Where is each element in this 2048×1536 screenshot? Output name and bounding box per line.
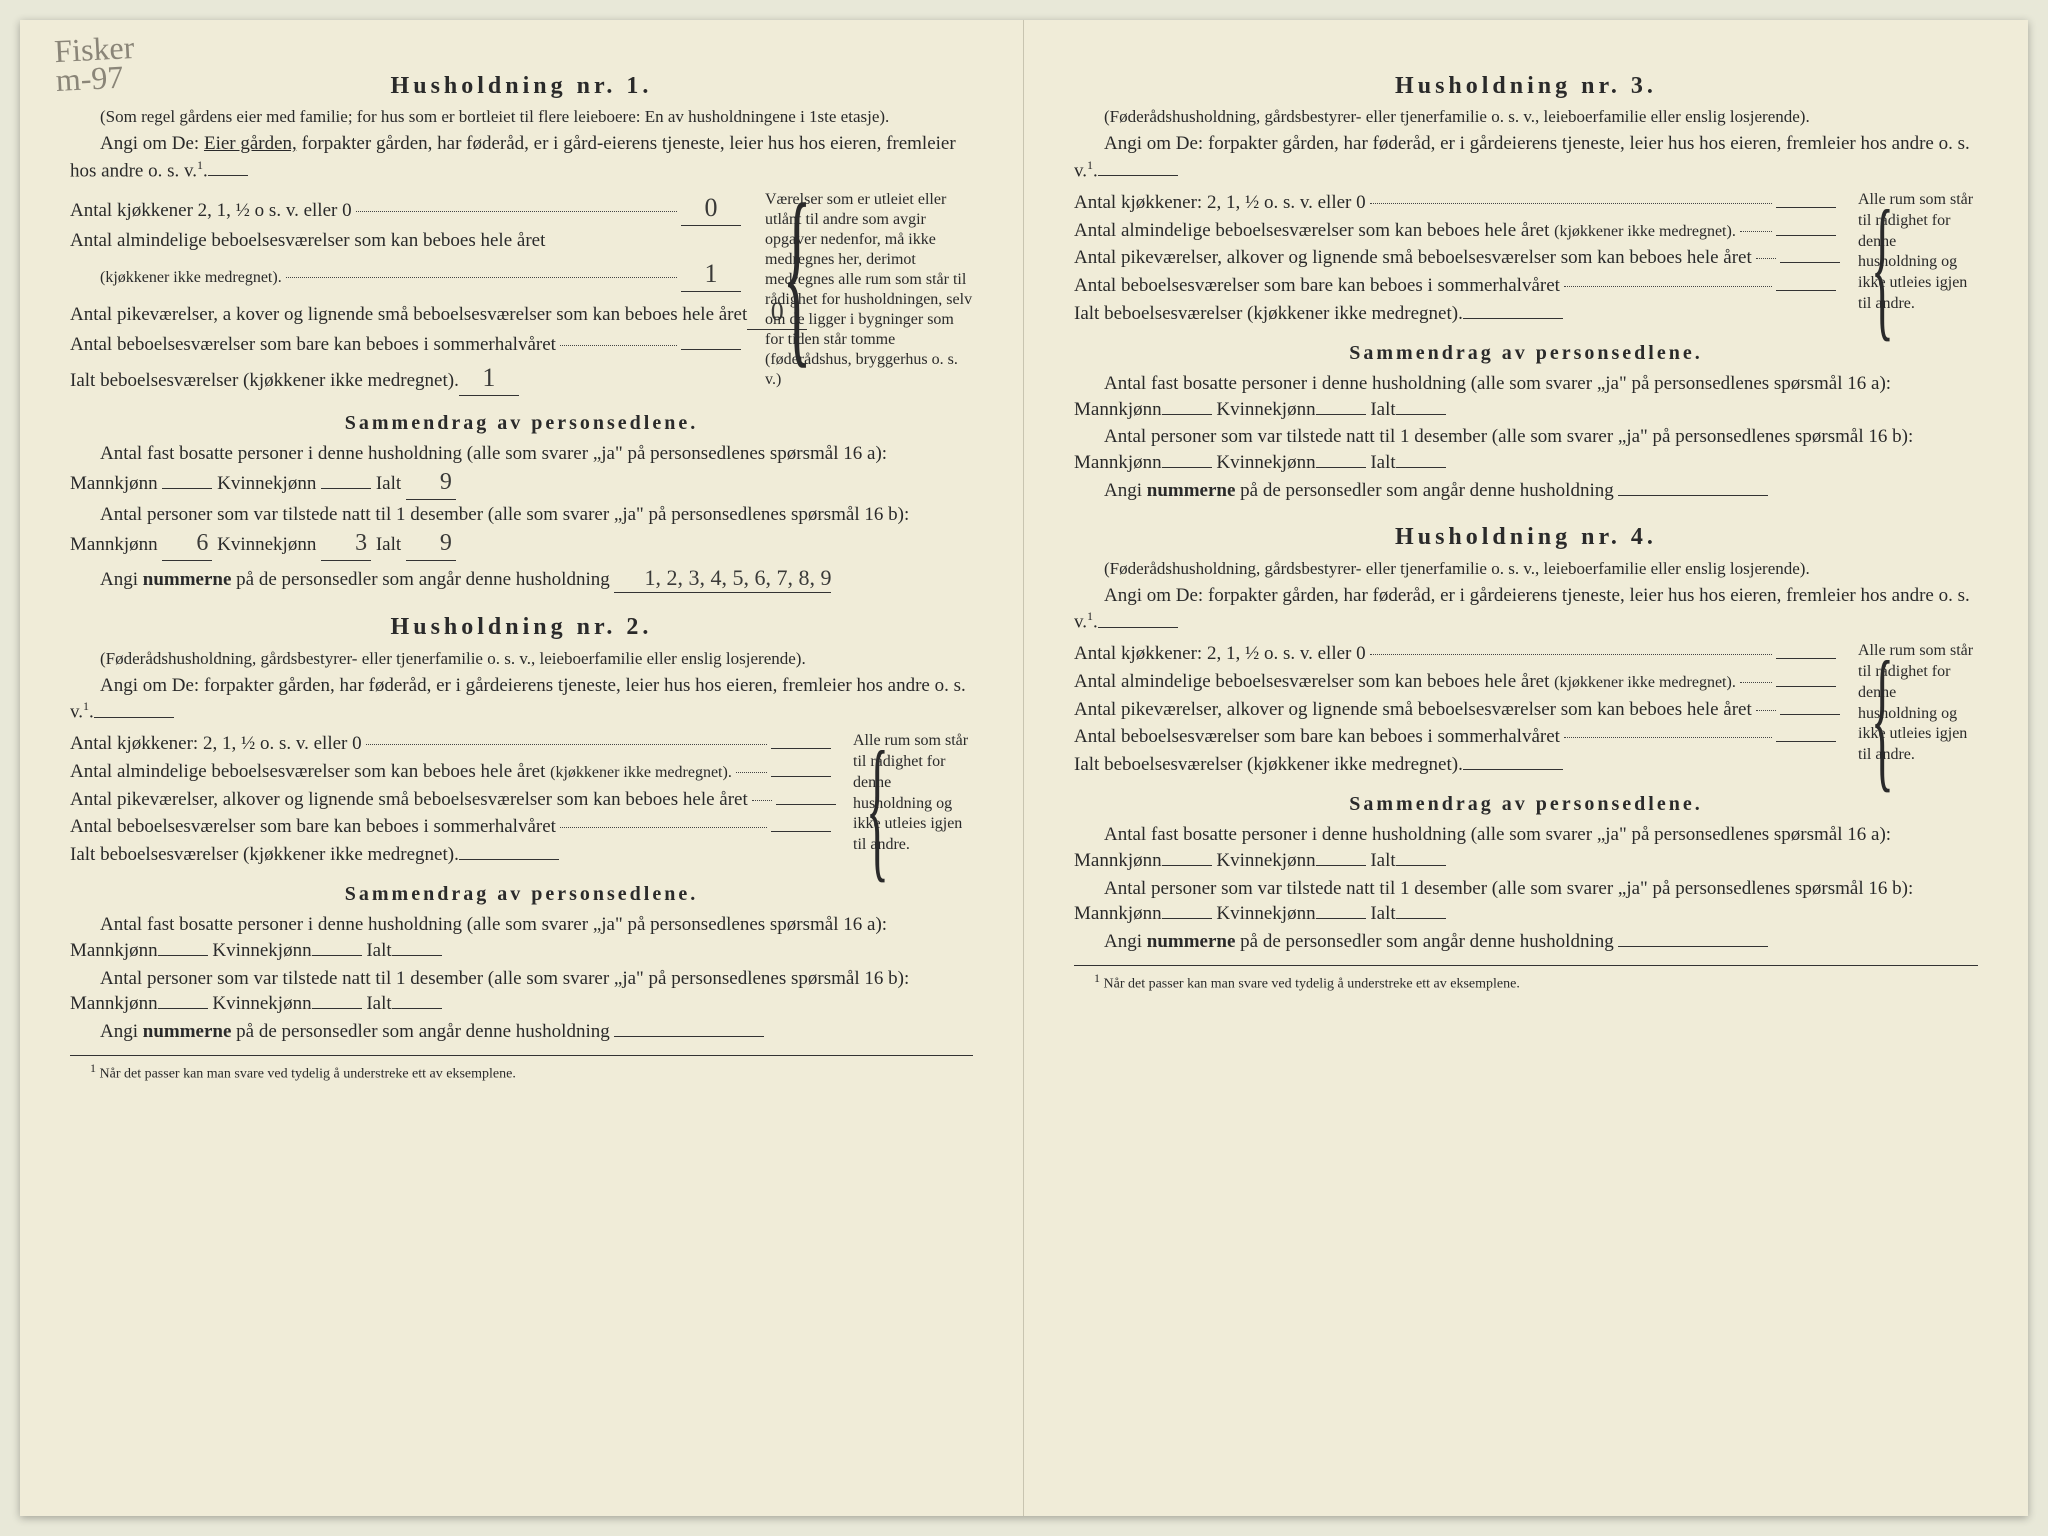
q-smallrooms: Antal pikeværelser, a kover og lignende …: [70, 302, 747, 328]
sum-b-ialt: 9: [406, 527, 456, 560]
v: [459, 859, 559, 860]
q-summer: Antal beboelsesværelser som bare kan beb…: [70, 814, 556, 840]
hh1-intro: (Som regel gårdens eier med familie; for…: [70, 106, 973, 129]
hh4-nummerne: Angi nummerne på de personsedler som ang…: [1074, 929, 1978, 955]
footnote-left: 1 Når det passer kan man svare ved tydel…: [70, 1055, 973, 1085]
hh4-title: Husholdning nr. 4.: [1074, 521, 1978, 553]
brace-icon: {: [1871, 641, 1894, 793]
hh4-angi: Angi om De: forpakter gården, har føderå…: [1074, 583, 1978, 636]
q-kitchens: Antal kjøkkener: 2, 1, ½ o. s. v. eller …: [1074, 190, 1366, 216]
angi-prefix: Angi om De:: [100, 133, 199, 154]
hh3-nummerne: Angi nummerne på de personsedler som ang…: [1074, 478, 1978, 504]
q-summer: Antal beboelsesværelser som bare kan beb…: [70, 332, 556, 358]
hh2-nummerne: Angi nummerne på de personsedler som ang…: [70, 1019, 973, 1045]
hh4-form: Antal kjøkkener: 2, 1, ½ o. s. v. eller …: [1074, 641, 1978, 779]
hh4-sidenote: { Alle rum som står til rådighet for den…: [1848, 641, 1978, 779]
hh2-left: Antal kjøkkener: 2, 1, ½ o. s. v. eller …: [70, 731, 831, 869]
document-spread: Fisker m-97 Husholdning nr. 1. (Som rege…: [20, 20, 2028, 1516]
hh1-angi: Angi om De: Eier gården, forpakter gårde…: [70, 131, 973, 184]
v: [771, 831, 831, 832]
q-summer: Antal beboelsesværelser som bare kan beb…: [1074, 273, 1560, 299]
hh2-sidenote: { Alle rum som står til rådighet for den…: [843, 731, 973, 869]
hh1-form: Antal kjøkkener 2, 1, ½ o s. v. eller 0 0…: [70, 190, 973, 398]
hh1-left: Antal kjøkkener 2, 1, ½ o s. v. eller 0 0…: [70, 190, 741, 398]
angi-fill: [94, 717, 174, 718]
footnote-ref: 1: [197, 158, 203, 172]
hh2-title: Husholdning nr. 2.: [70, 611, 973, 643]
hw-line2: m-97: [55, 62, 136, 95]
v-summer: [681, 349, 741, 350]
hh1-nummerne: Angi nummerne på de personsedler som ang…: [70, 563, 973, 594]
hh4-left: Antal kjøkkener: 2, 1, ½ o. s. v. eller …: [1074, 641, 1836, 779]
sum-a-k: [321, 488, 371, 489]
hh3-sum-b: Antal personer som var tilstede natt til…: [1074, 424, 1978, 475]
q-rooms: Antal almindelige beboelsesværelser som …: [1074, 669, 1736, 695]
q-kitchens: Antal kjøkkener: 2, 1, ½ o. s. v. eller …: [70, 731, 362, 757]
footnote-right: 1 Når det passer kan man svare ved tydel…: [1074, 965, 1978, 995]
hh1-sum-a: Antal fast bosatte personer i denne hush…: [70, 441, 973, 500]
q-total: Ialt beboelsesværelser (kjøkkener ikke m…: [1074, 301, 1463, 327]
hh3-summary-title: Sammendrag av personsedlene.: [1074, 340, 1978, 367]
hh3-form: Antal kjøkkener: 2, 1, ½ o. s. v. eller …: [1074, 190, 1978, 328]
hh1-title: Husholdning nr. 1.: [70, 70, 973, 102]
page-left: Fisker m-97 Husholdning nr. 1. (Som rege…: [20, 20, 1024, 1516]
hh3-title: Husholdning nr. 3.: [1074, 70, 1978, 102]
hh2-summary-title: Sammendrag av personsedlene.: [70, 881, 973, 908]
brace-icon: {: [783, 190, 812, 360]
q-smallrooms: Antal pikeværelser, alkover og lignende …: [1074, 245, 1752, 271]
nummerne-v: 1, 2, 3, 4, 5, 6, 7, 8, 9: [614, 563, 831, 594]
hh2-sum-b: Antal personer som var tilstede natt til…: [70, 966, 973, 1017]
q-rooms: Antal almindelige beboelsesværelser som …: [70, 228, 545, 254]
q-smallrooms: Antal pikeværelser, alkover og lignende …: [1074, 697, 1752, 723]
q-rooms: Antal almindelige beboelsesværelser som …: [1074, 218, 1736, 244]
hh4-sum-b: Antal personer som var tilstede natt til…: [1074, 876, 1978, 927]
q-rooms-note: (kjøkkener ikke medregnet).: [100, 267, 282, 289]
q-total: Ialt beboelsesværelser (kjøkkener ikke m…: [70, 368, 459, 394]
hh2-sum-a: Antal fast bosatte personer i denne hush…: [70, 912, 973, 963]
angi-fill: [208, 175, 248, 176]
v: [771, 776, 831, 777]
handwritten-annotation: Fisker m-97: [54, 33, 137, 95]
hh1-sum-b: Antal personer som var tilstede natt til…: [70, 502, 973, 561]
sum-a-m: [162, 488, 212, 489]
hh3-intro: (Føderådshusholdning, gårdsbestyrer- ell…: [1074, 106, 1978, 129]
hh4-summary-title: Sammendrag av personsedlene.: [1074, 791, 1978, 818]
q-total: Ialt beboelsesværelser (kjøkkener ikke m…: [1074, 752, 1463, 778]
q-kitchens: Antal kjøkkener: 2, 1, ½ o. s. v. eller …: [1074, 641, 1366, 667]
hh2-form: Antal kjøkkener: 2, 1, ½ o. s. v. eller …: [70, 731, 973, 869]
hh4-intro: (Føderådshusholdning, gårdsbestyrer- ell…: [1074, 558, 1978, 581]
hh3-sum-a: Antal fast bosatte personer i denne hush…: [1074, 371, 1978, 422]
hh1-sidenote: { Værelser som er utleiet eller utlånt t…: [753, 190, 973, 398]
v: [771, 748, 831, 749]
q-kitchens: Antal kjøkkener 2, 1, ½ o s. v. eller 0: [70, 198, 352, 224]
hh1-summary-title: Sammendrag av personsedlene.: [70, 410, 973, 437]
hh4-sum-a: Antal fast bosatte personer i denne hush…: [1074, 822, 1978, 873]
brace-icon: {: [1871, 190, 1894, 342]
brace-icon: {: [866, 731, 889, 883]
hh3-left: Antal kjøkkener: 2, 1, ½ o. s. v. eller …: [1074, 190, 1836, 328]
v-rooms: 1: [681, 256, 741, 292]
sum-a-ialt: 9: [406, 466, 456, 499]
v-kitchens: 0: [681, 190, 741, 226]
page-right: Husholdning nr. 3. (Føderådshusholdning,…: [1024, 20, 2028, 1516]
sum-b-m: 6: [162, 527, 212, 560]
hh2-intro: (Føderådshusholdning, gårdsbestyrer- ell…: [70, 648, 973, 671]
q-total: Ialt beboelsesværelser (kjøkkener ikke m…: [70, 842, 459, 868]
hh3-sidenote: { Alle rum som står til rådighet for den…: [1848, 190, 1978, 328]
q-smallrooms: Antal pikeværelser, alkover og lignende …: [70, 787, 748, 813]
q-rooms: Antal almindelige beboelsesværelser som …: [70, 759, 732, 785]
v: [776, 804, 836, 805]
v-total: 1: [459, 360, 519, 396]
hh2-angi: Angi om De: forpakter gården, har føderå…: [70, 673, 973, 726]
sum-b-k: 3: [321, 527, 371, 560]
q-summer: Antal beboelsesværelser som bare kan beb…: [1074, 724, 1560, 750]
hh3-angi: Angi om De: forpakter gården, har føderå…: [1074, 131, 1978, 184]
angi-underlined: Eier gården,: [204, 133, 297, 154]
